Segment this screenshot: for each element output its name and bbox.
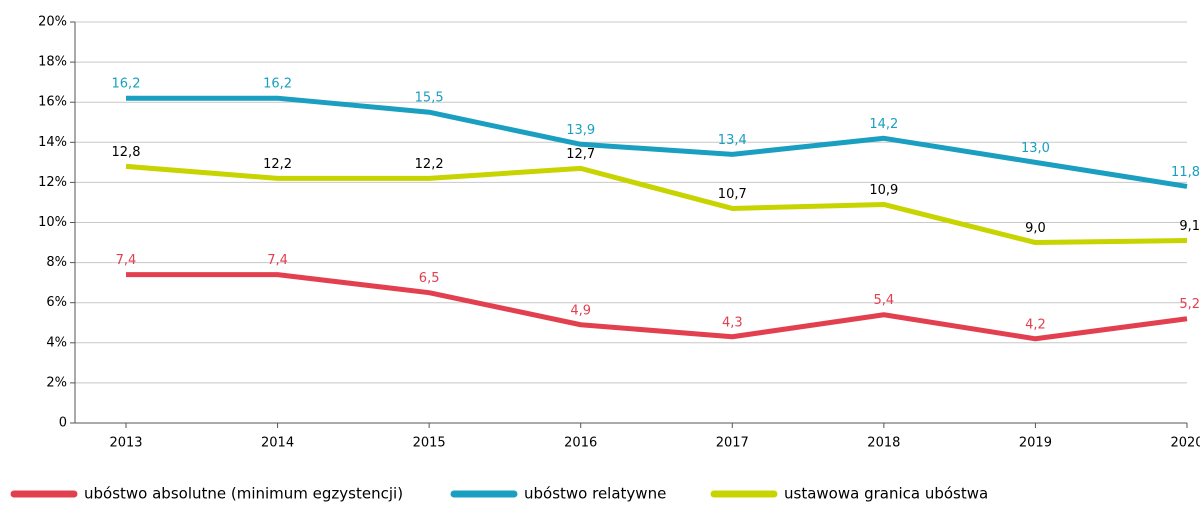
y-tick-label: 2% [46,375,67,390]
data-label: 13,0 [1021,141,1050,156]
x-tick-label: 2015 [413,436,446,451]
y-tick-label: 20% [38,15,67,30]
data-label: 7,4 [267,253,288,268]
y-tick-label: 12% [38,175,67,190]
data-label: 5,2 [1179,297,1200,312]
data-label: 10,9 [869,183,898,198]
y-tick-label: 6% [46,295,67,310]
x-tick-label: 2016 [564,436,597,451]
y-tick-label: 8% [46,255,67,270]
line-series [125,163,1188,246]
y-tick-label: 18% [38,55,67,70]
data-label: 14,2 [869,117,898,132]
data-label: 12,2 [415,157,444,172]
data-label: 10,7 [718,187,747,202]
data-label: 12,2 [263,157,292,172]
data-label: 6,5 [419,271,440,286]
data-label: 11,8 [1171,165,1200,180]
data-label: 4,2 [1025,317,1046,332]
x-tick-label: 2020 [1170,436,1200,451]
data-label: 9,1 [1179,219,1200,234]
data-label: 13,9 [566,123,595,138]
x-tick-label: 2017 [716,436,749,451]
y-tick-label: 14% [38,135,67,150]
y-tick-label: 16% [38,95,67,110]
x-tick-label: 2018 [867,436,900,451]
y-tick-label: 0 [59,416,67,431]
line-series [126,272,1188,342]
data-label: 4,9 [570,303,591,318]
data-label: 16,2 [112,77,141,92]
x-tick-label: 2019 [1019,436,1052,451]
x-tick-label: 2014 [261,436,294,451]
data-label: 4,3 [722,315,743,330]
legend-label: ustawowa granica ubóstwa [784,485,988,503]
data-label: 12,8 [112,145,141,160]
data-label: 13,4 [718,133,747,148]
y-tick-label: 10% [38,215,67,230]
x-tick-label: 2013 [109,436,142,451]
legend-label: ubóstwo absolutne (minimum egzystencji) [84,485,403,503]
data-label: 9,0 [1025,221,1046,236]
legend-label: ubóstwo relatywne [524,485,666,503]
data-label: 16,2 [263,77,292,92]
y-tick-label: 4% [46,335,67,350]
line-series [126,95,1188,189]
data-label: 15,5 [415,91,444,106]
data-label: 5,4 [874,293,895,308]
data-label: 7,4 [116,253,137,268]
data-label: 12,7 [566,147,595,162]
